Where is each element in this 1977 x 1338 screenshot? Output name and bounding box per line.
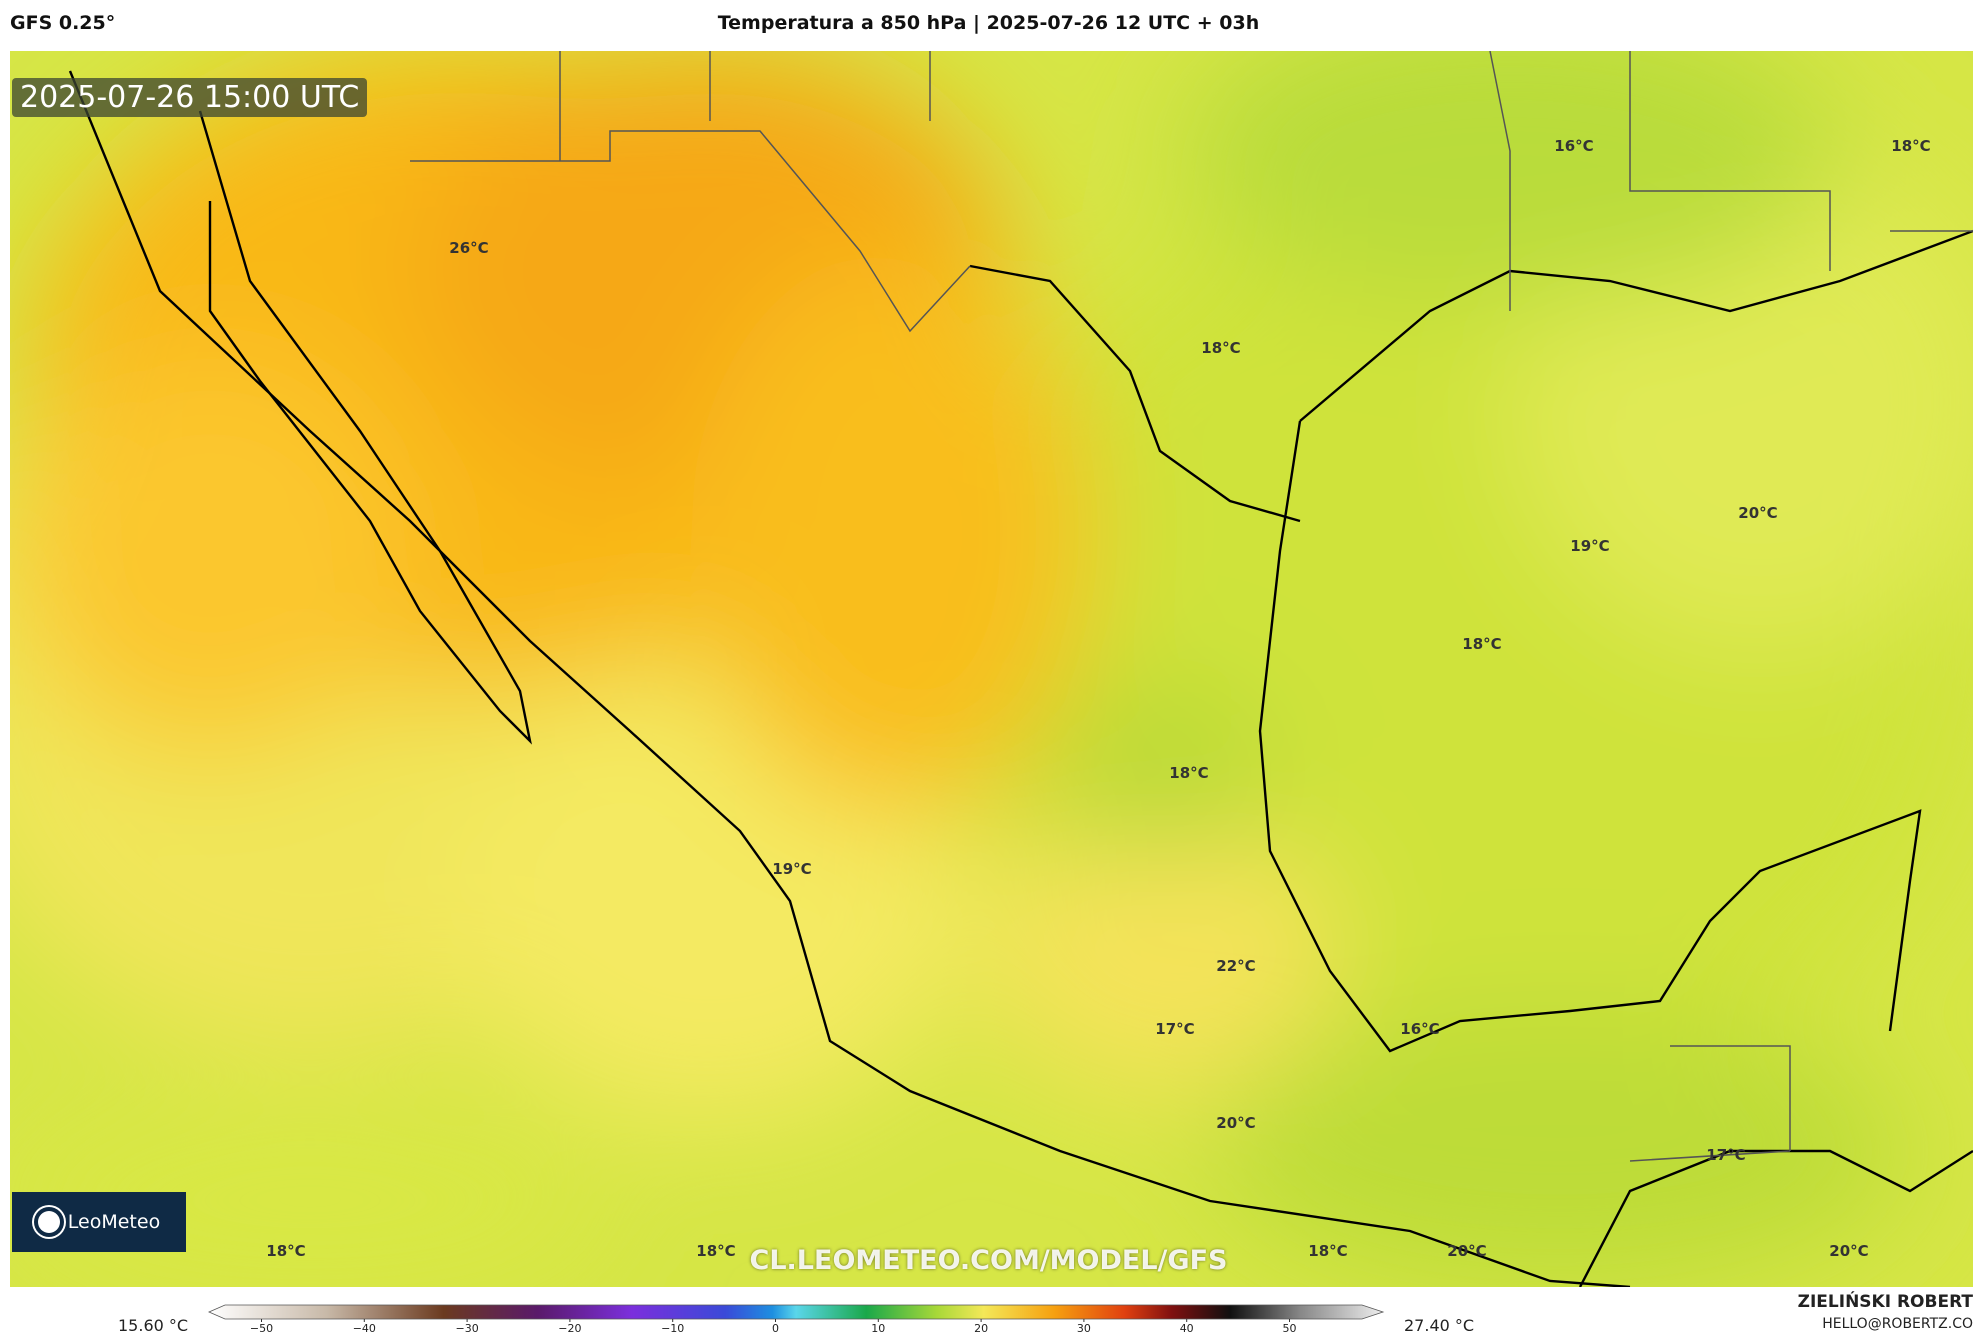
title: Temperatura a 850 hPa | 2025-07-26 12 UT… (717, 12, 1260, 34)
email: HELLO@ROBERTZ.CO (1822, 1316, 1973, 1332)
temperature-label: 18°C (1308, 1242, 1347, 1260)
temperature-label: 19°C (772, 860, 811, 878)
watermark: CL.LEOMETEO.COM/MODEL/GFS (749, 1245, 1228, 1276)
temperature-label: 16°C (1554, 137, 1593, 155)
colorbar-tick-label: −20 (558, 1322, 581, 1333)
temperature-field (10, 51, 1973, 1287)
colorbar-tick-label: −50 (250, 1322, 273, 1333)
temperature-label: 20°C (1829, 1242, 1868, 1260)
borders (410, 51, 1973, 1162)
temperature-label: 18°C (1891, 137, 1930, 155)
temperature-label: 16°C (1400, 1020, 1439, 1038)
colorbar-tick-label: 0 (772, 1322, 779, 1333)
author: ZIELIŃSKI ROBERT (1797, 1292, 1973, 1312)
colorbar-tick-label: 30 (1077, 1322, 1091, 1333)
temperature-label: 19°C (1570, 537, 1609, 555)
temperature-label: 20°C (1216, 1114, 1255, 1132)
map-labels: 26°C 16°C 18°C 18°C 20°C 19°C 18°C 18°C 19°C 22°C… (266, 137, 1930, 1260)
colorbar-min: 15.60 °C (118, 1316, 189, 1335)
temperature-label: 22°C (1216, 957, 1255, 975)
timestamp: 2025-07-26 15:00 UTC (12, 78, 368, 117)
colorbar-max: 27.40 °C (1404, 1316, 1475, 1335)
colorbar-tick-label: 20 (974, 1322, 988, 1333)
colorbar-tick-label: 10 (871, 1322, 885, 1333)
colorbar-bar (208, 1304, 1385, 1320)
logo-text: LeoMeteo (67, 1211, 161, 1233)
colorbar-tick-label: 40 (1180, 1322, 1194, 1333)
colorbar-tick-label: −40 (353, 1322, 376, 1333)
logo: LeoMeteo (12, 1192, 186, 1252)
logo-icon (37, 1211, 60, 1233)
temperature-label: 18°C (266, 1242, 305, 1260)
temperature-label: 18°C (696, 1242, 735, 1260)
temperature-label: 18°C (1462, 635, 1501, 653)
temperature-label: 20°C (1447, 1242, 1486, 1260)
temperature-label: 17°C (1155, 1020, 1194, 1038)
colorbar-tick-label: −30 (455, 1322, 478, 1333)
temperature-label: 18°C (1169, 764, 1208, 782)
temperature-label: 26°C (449, 239, 488, 257)
colorbar: −50 −40 −30 −20 −10 0 10 20 30 40 50 (208, 1304, 1385, 1333)
colorbar-tick-label: 50 (1283, 1322, 1297, 1333)
temperature-label: 18°C (1201, 339, 1240, 357)
model-name: GFS 0.25° (10, 12, 116, 34)
temperature-label: 20°C (1738, 504, 1777, 522)
colorbar-tick-label: −10 (661, 1322, 684, 1333)
map: 26°C 16°C 18°C 18°C 20°C 19°C 18°C 18°C 19°C 22°C… (10, 51, 1973, 1287)
temperature-label: 17°C (1706, 1146, 1745, 1164)
